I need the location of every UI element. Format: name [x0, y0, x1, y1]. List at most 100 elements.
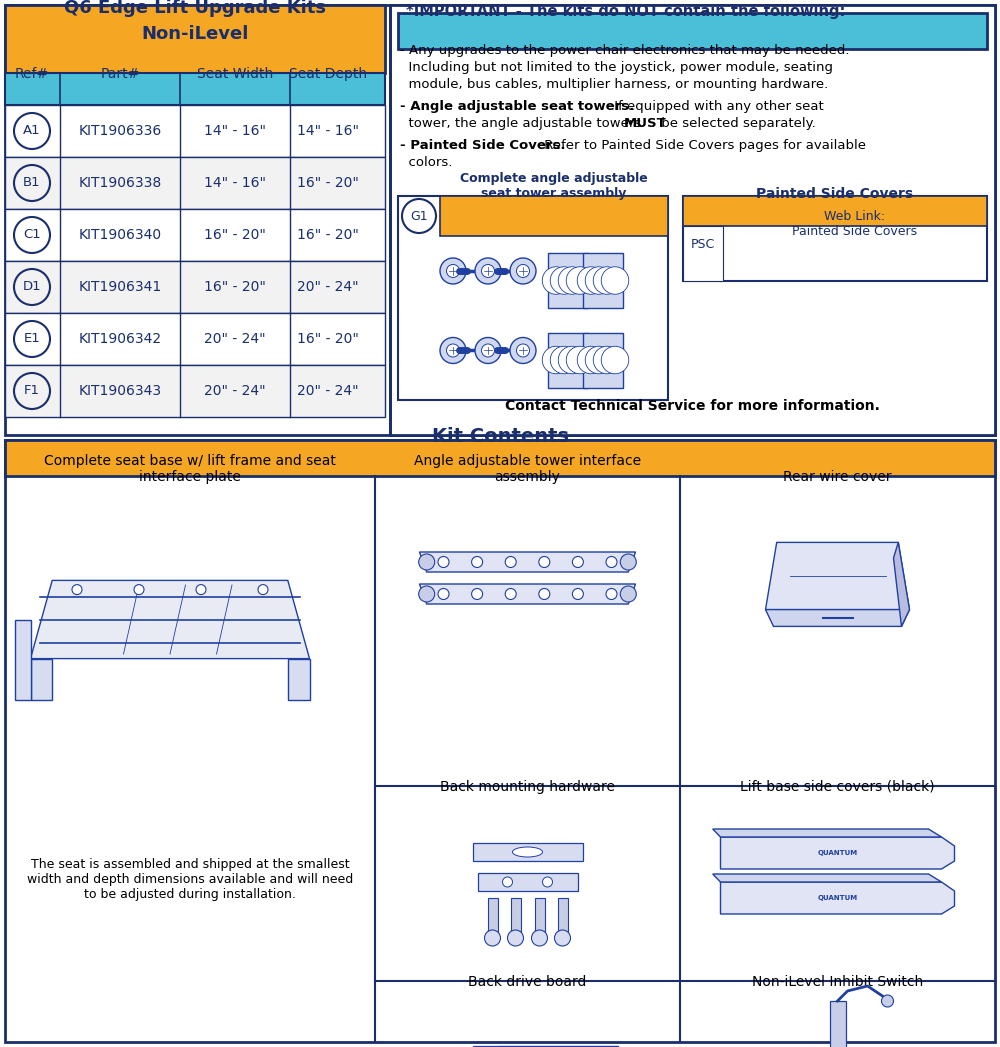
- Text: Angle adjustable tower interface
assembly: Angle adjustable tower interface assembl…: [414, 453, 641, 484]
- Circle shape: [585, 267, 613, 294]
- Text: Kit Contents: Kit Contents: [432, 427, 568, 446]
- Text: 14" - 16": 14" - 16": [204, 176, 266, 190]
- Bar: [558, 898, 568, 938]
- Bar: [398, 196, 668, 400]
- Text: Web Link:
Painted Side Covers: Web Link: Painted Side Covers: [792, 210, 918, 238]
- Circle shape: [482, 344, 494, 357]
- Text: *IMPORTANT - The kits do NOT contain the following:: *IMPORTANT - The kits do NOT contain the…: [406, 4, 845, 19]
- Circle shape: [577, 267, 605, 294]
- Text: Lift base side covers (black): Lift base side covers (black): [740, 780, 935, 794]
- Text: Including but not limited to the joystick, power module, seating: Including but not limited to the joystic…: [400, 61, 833, 74]
- Circle shape: [550, 347, 578, 374]
- Text: Non-iLevel Inhibit Switch: Non-iLevel Inhibit Switch: [752, 975, 923, 989]
- Circle shape: [438, 557, 449, 567]
- Bar: [5, 209, 385, 261]
- Text: Q6 Edge Lift Upgrade Kits: Q6 Edge Lift Upgrade Kits: [64, 0, 326, 17]
- Bar: [534, 898, 544, 938]
- Polygon shape: [713, 874, 942, 882]
- Circle shape: [566, 267, 594, 294]
- Text: Complete angle adjustable
seat tower assembly: Complete angle adjustable seat tower ass…: [460, 172, 648, 200]
- Circle shape: [472, 588, 483, 600]
- Text: 20" - 24": 20" - 24": [297, 384, 359, 398]
- Text: 14" - 16": 14" - 16": [297, 124, 359, 138]
- Text: QUANTUM: QUANTUM: [817, 895, 858, 901]
- Circle shape: [72, 584, 82, 595]
- Circle shape: [539, 588, 550, 600]
- Text: A1: A1: [23, 125, 41, 137]
- Text: PSC: PSC: [691, 238, 715, 250]
- Circle shape: [542, 267, 570, 294]
- Bar: [5, 105, 385, 157]
- Bar: [548, 333, 588, 387]
- Text: KIT1906338: KIT1906338: [78, 176, 162, 190]
- Circle shape: [620, 554, 636, 570]
- Text: Ref#: Ref#: [15, 67, 49, 81]
- Text: The seat is assembled and shipped at the smallest
width and depth dimensions ava: The seat is assembled and shipped at the…: [27, 857, 353, 901]
- Bar: [5, 261, 385, 313]
- Bar: [440, 196, 668, 236]
- Circle shape: [446, 265, 460, 277]
- Circle shape: [572, 588, 583, 600]
- Bar: [683, 196, 987, 226]
- Polygon shape: [713, 829, 942, 837]
- Bar: [583, 253, 623, 308]
- Circle shape: [601, 347, 629, 374]
- Circle shape: [475, 258, 501, 284]
- Text: C1: C1: [23, 228, 41, 242]
- Circle shape: [554, 930, 570, 946]
- Bar: [478, 873, 578, 891]
- Circle shape: [438, 588, 449, 600]
- Bar: [683, 226, 723, 281]
- Text: Painted Side Covers: Painted Side Covers: [756, 187, 914, 201]
- Circle shape: [482, 265, 494, 277]
- Polygon shape: [420, 584, 636, 604]
- Bar: [5, 157, 385, 209]
- Bar: [830, 1001, 846, 1047]
- Circle shape: [539, 557, 550, 567]
- Bar: [548, 253, 588, 308]
- Text: tower, the angle adjustable towers: tower, the angle adjustable towers: [400, 117, 646, 130]
- Circle shape: [601, 267, 629, 294]
- Text: KIT1906341: KIT1906341: [78, 280, 162, 294]
- Circle shape: [196, 584, 206, 595]
- Circle shape: [558, 267, 586, 294]
- Bar: [511, 898, 520, 938]
- Bar: [5, 440, 995, 476]
- Text: G1: G1: [410, 209, 428, 223]
- Text: colors.: colors.: [400, 156, 452, 169]
- Text: 16" - 20": 16" - 20": [297, 176, 359, 190]
- Text: Complete seat base w/ lift frame and seat
interface plate: Complete seat base w/ lift frame and sea…: [44, 453, 336, 484]
- Circle shape: [475, 337, 501, 363]
- Bar: [473, 843, 582, 861]
- Circle shape: [620, 586, 636, 602]
- Polygon shape: [288, 659, 310, 700]
- Text: QUANTUM: QUANTUM: [817, 850, 858, 856]
- Bar: [683, 196, 987, 281]
- Circle shape: [505, 557, 516, 567]
- Circle shape: [550, 267, 578, 294]
- Polygon shape: [720, 837, 954, 869]
- Circle shape: [508, 930, 524, 946]
- Bar: [583, 333, 623, 387]
- Bar: [390, 5, 995, 435]
- Polygon shape: [15, 620, 30, 700]
- Bar: [5, 313, 385, 365]
- Text: - Painted Side Covers.: - Painted Side Covers.: [400, 139, 566, 152]
- Text: 20" - 24": 20" - 24": [204, 332, 266, 346]
- Text: - Angle adjustable seat towers.: - Angle adjustable seat towers.: [400, 101, 634, 113]
- Text: D1: D1: [23, 281, 41, 293]
- Text: 20" - 24": 20" - 24": [204, 384, 266, 398]
- Text: KIT1906336: KIT1906336: [78, 124, 162, 138]
- Text: Back mounting hardware: Back mounting hardware: [440, 780, 615, 794]
- Circle shape: [446, 344, 460, 357]
- Circle shape: [572, 557, 583, 567]
- Circle shape: [593, 347, 621, 374]
- Polygon shape: [30, 580, 310, 659]
- Circle shape: [542, 877, 552, 887]
- Polygon shape: [766, 609, 910, 626]
- Text: B1: B1: [23, 177, 41, 190]
- Circle shape: [134, 584, 144, 595]
- Text: E1: E1: [24, 333, 40, 346]
- Circle shape: [558, 347, 586, 374]
- Polygon shape: [420, 552, 636, 572]
